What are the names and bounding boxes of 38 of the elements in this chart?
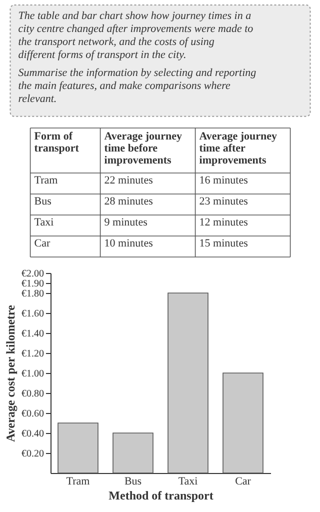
bar — [58, 422, 98, 474]
text: Average journey time after improvements — [199, 130, 278, 166]
x-tick-label: Bus — [124, 476, 142, 488]
text: The table and bar chart show how journey times in a city centre changed after improvements were made to the transport network, and the costs of using different forms of transport in the city. — [18, 10, 254, 61]
y-tick-label: €1.00 — [22, 368, 44, 380]
bar — [112, 432, 154, 474]
text: Taxi — [34, 216, 54, 228]
y-tick-label: €1.40 — [22, 328, 44, 340]
y-tick-label: €0.80 — [22, 388, 44, 400]
text: Form of transport — [34, 130, 80, 154]
x-tick-label: Car — [235, 476, 252, 488]
text: 28 minutes — [104, 195, 153, 208]
text: 23 minutes — [199, 195, 248, 208]
text: Summarise the information by selecting and reporting the main features, and make comparisons where relevant. — [18, 67, 257, 106]
text: 22 minutes — [104, 174, 153, 186]
text: Average journey time before improvements — [104, 130, 182, 166]
bar — [168, 292, 208, 474]
y-tick-label: €2.00 — [22, 268, 44, 280]
x-tick-label: Tram — [66, 476, 90, 488]
text: Car — [34, 237, 51, 250]
y-axis-title: Average cost per kilometre — [4, 304, 18, 442]
text: 10 minutes — [104, 237, 153, 250]
x-tick-label: Taxi — [178, 476, 198, 488]
y-tick-label: €0.60 — [22, 408, 44, 420]
text: 15 minutes — [199, 237, 248, 250]
bar — [222, 372, 264, 474]
y-tick-label: €0.20 — [22, 448, 44, 460]
x-axis-title: Method of transport — [108, 488, 214, 502]
text: 12 minutes — [199, 216, 248, 228]
text: 9 minutes — [104, 216, 148, 228]
y-tick-label: €1.80 — [22, 288, 44, 300]
text: 16 minutes — [199, 174, 248, 186]
text: Bus — [34, 195, 52, 208]
y-tick-label: €0.40 — [22, 428, 44, 440]
y-tick-label: €1.20 — [22, 348, 44, 360]
y-tick-label: €1.60 — [22, 308, 44, 320]
y-tick-label: €1.90 — [22, 278, 44, 290]
text: Tram — [34, 174, 58, 186]
